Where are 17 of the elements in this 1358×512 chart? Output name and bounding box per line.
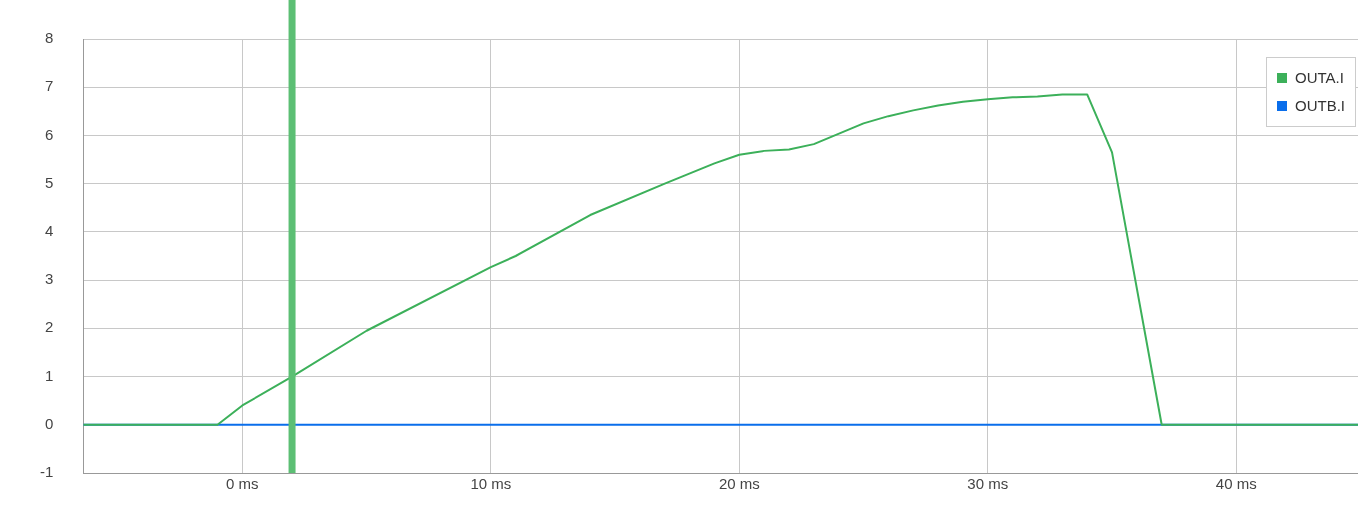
y-tick-label: 2 bbox=[44, 318, 54, 336]
y-tick-label: 0 bbox=[44, 414, 54, 432]
y-tick-label: 3 bbox=[44, 270, 54, 288]
y-tick-label: 7 bbox=[44, 77, 54, 95]
y-tick-label: -1 bbox=[39, 463, 54, 481]
y-tick-label: 4 bbox=[44, 222, 54, 240]
x-tick-label: 0 ms bbox=[226, 475, 259, 493]
x-tick-label: 30 ms bbox=[967, 475, 1009, 493]
x-tick-label: 10 ms bbox=[470, 475, 512, 493]
legend-label: OUTB.I bbox=[1294, 96, 1346, 116]
y-tick-label: 8 bbox=[44, 29, 54, 47]
y-tick-label: 1 bbox=[44, 366, 54, 384]
y-tick-label: 6 bbox=[44, 125, 54, 143]
legend-label: OUTA.I bbox=[1294, 68, 1345, 88]
y-tick-label: 5 bbox=[44, 173, 54, 191]
x-tick-label: 20 ms bbox=[718, 475, 760, 493]
x-tick-label: 40 ms bbox=[1215, 475, 1257, 493]
